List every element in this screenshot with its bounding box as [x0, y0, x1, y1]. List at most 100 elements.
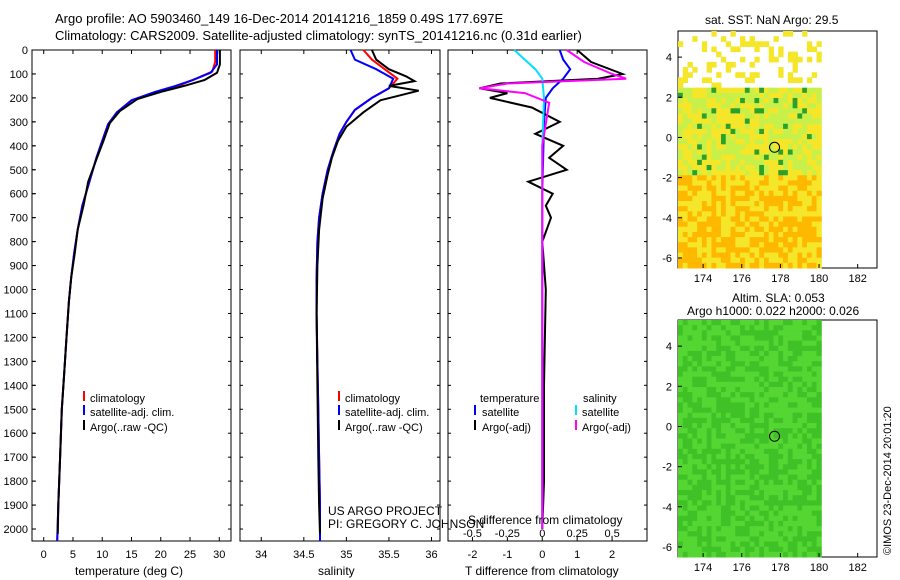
- sla-map-cell: [711, 459, 717, 465]
- sst-map-cell: [768, 201, 775, 207]
- sla-map-cell: [735, 505, 741, 512]
- sst-map-cell: [811, 195, 818, 202]
- sst-map-cell: [720, 170, 727, 176]
- sla-map-cell: [687, 541, 693, 548]
- sla-map-cell: [802, 510, 808, 517]
- sst-map-cell: [787, 77, 794, 84]
- sla-map-cell: [678, 402, 684, 409]
- sst-map-cell: [678, 221, 684, 228]
- depth-tick-label: 500: [10, 165, 28, 177]
- sst-map-cell: [711, 252, 717, 259]
- sla-map-cell: [678, 428, 684, 434]
- sla-map-cell: [697, 417, 703, 424]
- sla-map-cell: [701, 510, 708, 517]
- sst-map-cell: [682, 262, 689, 269]
- sst-map-cell: [692, 242, 698, 248]
- sla-map-cell: [701, 541, 708, 548]
- sst-map-cell: [797, 226, 803, 233]
- sst-map-cell: [802, 175, 808, 181]
- sst-map-cell: [706, 87, 712, 94]
- sla-map-cell: [744, 551, 751, 558]
- sst-map-cell: [701, 201, 708, 207]
- sst-map-cell: [749, 257, 755, 264]
- sla-map-cell: [763, 531, 770, 537]
- sla-map-cell: [802, 320, 808, 326]
- sla-map-cell: [692, 330, 698, 336]
- sst-map-cell: [806, 201, 813, 207]
- sst-map-cell: [773, 144, 779, 150]
- sst-map-cell: [701, 134, 708, 140]
- sst-map-cell: [697, 231, 703, 238]
- x-tick-label: 34: [255, 549, 267, 561]
- sst-map-cell: [754, 216, 760, 223]
- sla-map-cell: [682, 423, 689, 429]
- sst-map-cell: [749, 61, 755, 68]
- sst-map-cell: [716, 51, 722, 58]
- sla-map-cell: [678, 484, 684, 491]
- sst-map-cell: [778, 247, 784, 254]
- sla-map-cell: [730, 386, 736, 393]
- sla-map-cell: [754, 417, 760, 424]
- sst-map-cell: [763, 211, 770, 217]
- sla-map-cell: [759, 407, 765, 414]
- sla-map-cell: [778, 340, 784, 347]
- sla-map-cell: [692, 515, 698, 522]
- sla-map-cell: [725, 531, 732, 537]
- sst-map-cell: [744, 164, 751, 171]
- sla-map-cell: [720, 443, 727, 450]
- sla-map-cell: [749, 397, 755, 403]
- sst-map-cell: [806, 180, 813, 187]
- sst-map-cell: [792, 190, 798, 197]
- sst-map-cell: [682, 257, 689, 264]
- sla-map-cell: [749, 484, 755, 491]
- sst-map-cell: [802, 118, 808, 125]
- sla-map-cell: [701, 505, 708, 512]
- sst-map-cell: [725, 257, 732, 264]
- sla-map-cell: [787, 356, 794, 362]
- sla-map-cell: [711, 479, 717, 486]
- sst-map-cell: [783, 118, 789, 125]
- sst-map-cell: [754, 123, 760, 130]
- sst-map-cell: [754, 103, 760, 109]
- sla-map-cell: [678, 433, 684, 439]
- sla-map-cell: [783, 500, 789, 506]
- sla-map-cell: [678, 536, 684, 543]
- sla-map-cell: [773, 474, 779, 481]
- sst-map-cell: [792, 201, 798, 207]
- sst-map-cell: [802, 97, 808, 104]
- sst-map-cell: [692, 154, 698, 161]
- sla-map-cell: [687, 361, 693, 367]
- sla-map-cell: [701, 448, 708, 455]
- sst-map-cell: [725, 252, 732, 259]
- sst-map-cell: [797, 87, 803, 94]
- sst-map-cell: [811, 237, 818, 243]
- sla-map-cell: [716, 417, 722, 424]
- sla-heatmap: [678, 320, 822, 558]
- sal-legend-climatology: climatology: [345, 393, 401, 405]
- sst-map-cell: [692, 247, 698, 254]
- sla-map-cell: [778, 464, 784, 470]
- sla-map-cell: [740, 479, 746, 486]
- sla-map-cell: [754, 428, 760, 434]
- sla-map-cell: [697, 361, 703, 367]
- sla-map-cell: [768, 412, 775, 419]
- sst-map-cell: [744, 108, 751, 114]
- sla-map-cell: [787, 469, 794, 476]
- sst-map-cell: [720, 159, 727, 166]
- sst-map-cell: [697, 211, 703, 217]
- sst-map-cell: [783, 154, 789, 161]
- sst-map-cell: [773, 108, 779, 114]
- sla-map-cell: [682, 340, 689, 347]
- sst-map-cell: [763, 262, 770, 269]
- sla-map-cell: [725, 448, 732, 455]
- sla-map-cell: [792, 464, 798, 470]
- sla-map-cell: [687, 371, 693, 378]
- sla-map-cell: [806, 510, 813, 517]
- x-tick-label: -2: [468, 549, 478, 561]
- sla-map-cell: [749, 361, 755, 367]
- sst-map-cell: [768, 108, 775, 114]
- sst-map-cell: [720, 242, 727, 248]
- sla-map-cell: [768, 438, 775, 445]
- sst-map-cell: [678, 164, 684, 171]
- sla-map-cell: [792, 484, 798, 491]
